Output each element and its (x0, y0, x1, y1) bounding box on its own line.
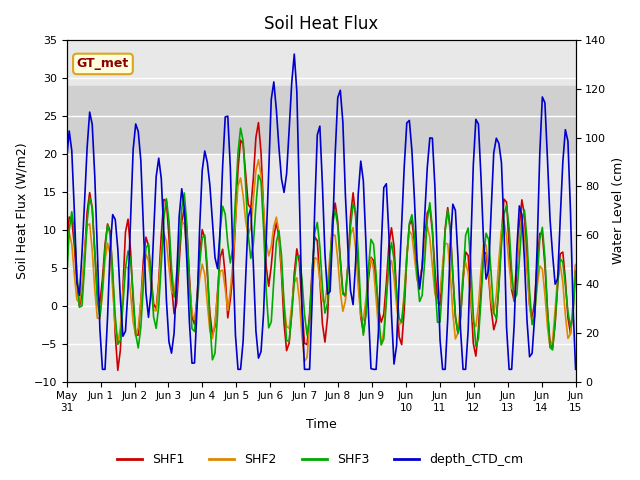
Title: Soil Heat Flux: Soil Heat Flux (264, 15, 378, 33)
Bar (67, 85, 575, 154)
X-axis label: Time: Time (306, 419, 337, 432)
Y-axis label: Soil Heat Flux (W/m2): Soil Heat Flux (W/m2) (15, 143, 28, 279)
Legend: SHF1, SHF2, SHF3, depth_CTD_cm: SHF1, SHF2, SHF3, depth_CTD_cm (112, 448, 528, 471)
Text: GT_met: GT_met (77, 58, 129, 71)
Y-axis label: Water Level (cm): Water Level (cm) (612, 157, 625, 264)
